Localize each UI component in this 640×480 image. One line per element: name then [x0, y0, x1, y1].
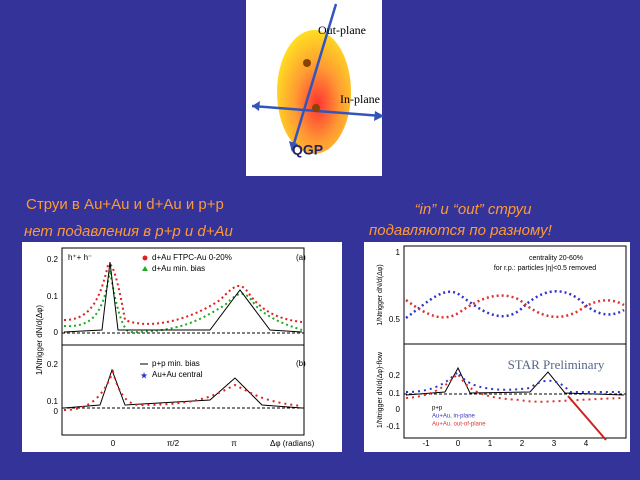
qgp-label: QGP: [292, 142, 323, 158]
x-axis-label: Δφ (radians): [270, 439, 315, 448]
y-tick-label: 0.2: [47, 360, 59, 369]
x-tick-label: -1: [422, 439, 430, 448]
left-plot: [22, 242, 342, 452]
x-tick-label: 0: [456, 439, 461, 448]
note: for r.p.: particles |η|<0.5 removed: [494, 265, 596, 272]
y-tick-label: 0.1: [47, 397, 59, 406]
y-tick-label: 1: [396, 248, 401, 257]
y-axis-label: 1/Ntrigger dN/d(Δφ): [377, 264, 384, 325]
y-tick-label: 0.2: [389, 371, 401, 380]
legend-entry: Au+Au, out-of-plane: [432, 422, 486, 428]
panel-label: (b): [296, 359, 306, 368]
panel-label: (a): [296, 253, 306, 262]
y-tick-label: 0.1: [389, 389, 401, 398]
y-tick-label: -0.1: [386, 422, 400, 431]
right-line1: “in” и “out” струи: [415, 201, 533, 218]
arrow: [289, 141, 298, 152]
x-tick-label: 0: [111, 439, 116, 448]
legend-entry: d+Au FTPC-Au 0-20%: [152, 253, 232, 262]
y-tick-label: 0.5: [389, 315, 401, 324]
jet-star: [312, 104, 320, 112]
left-line1: Струи в Au+Au и d+Au и p+p: [26, 196, 224, 213]
y-tick-label: 0: [396, 405, 401, 414]
arrow: [374, 111, 384, 121]
legend-entry: p+p: [432, 406, 443, 412]
y-tick-label: 0.2: [47, 255, 59, 264]
y-tick-label: 0: [54, 407, 59, 416]
legend-entry: d+Au min. bias: [152, 264, 205, 273]
jet-star: [303, 59, 311, 67]
y-tick-label: 0.1: [47, 292, 59, 301]
x-tick-label: 2: [520, 439, 525, 448]
y-axis-label: 1/Ntrigger dN/d(Δφ)-flow: [377, 351, 384, 428]
x-tick-label: 4: [584, 439, 589, 448]
y-axis-label: 1/Ntrigger dN/d(Δφ): [35, 305, 44, 375]
right-line2: подавляются по разному!: [369, 222, 553, 239]
in-label: In-plane: [340, 92, 380, 106]
legend-entry: Au+Au, in-plane: [432, 414, 476, 420]
legend-marker: ★: [140, 370, 148, 380]
x-tick-label: 3: [552, 439, 557, 448]
legend-entry: p+p min. bias: [152, 359, 200, 368]
x-tick-label: π/2: [167, 439, 180, 448]
legend-entry: Au+Au central: [152, 370, 203, 379]
note: centrality 20-60%: [529, 255, 583, 262]
left-line2: нет подавления в p+p и d+Au: [24, 223, 233, 240]
qgp-ellipse: [277, 30, 351, 154]
x-tick-label: π: [231, 439, 237, 448]
out-plane-axis: [290, 3, 338, 151]
out-label: Out-plane: [318, 23, 366, 37]
x-tick-label: 1: [488, 439, 493, 448]
species-label: h⁺+ h⁻: [68, 253, 92, 262]
arrow: [252, 101, 260, 111]
y-tick-label: 0: [54, 328, 59, 337]
plot-title: STAR Preliminary: [508, 357, 605, 372]
right-plot: [364, 242, 630, 452]
legend-marker: [142, 266, 148, 271]
legend-marker: [142, 255, 148, 261]
